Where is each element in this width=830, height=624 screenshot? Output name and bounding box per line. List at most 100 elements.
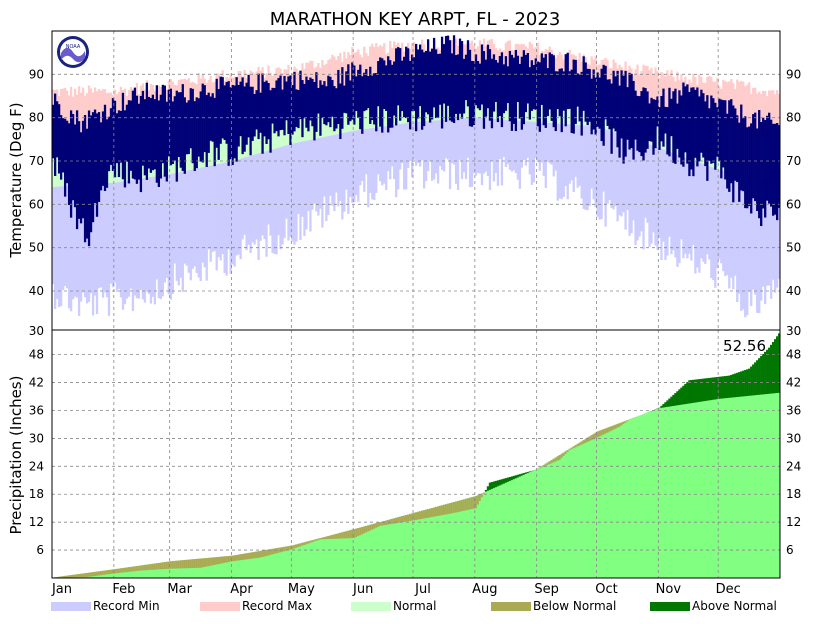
observed-temp-bar [734,108,736,180]
observed-temp-bar [513,58,515,124]
observed-temp-bar [443,44,445,103]
normal-precip-bar [722,398,724,578]
record-min-bar [668,152,670,237]
record-min-bar [527,121,529,157]
normal-precip-bar [776,393,778,578]
observed-temp-bar [349,81,351,122]
record-min-bar [237,159,239,254]
record-min-bar [204,167,206,267]
observed-temp-bar [100,122,102,190]
record-min-bar [257,153,259,260]
record-min-bar [359,130,361,185]
below-normal-bar [192,559,194,568]
observed-temp-bar [345,71,347,113]
below-normal-bar [425,510,427,519]
below-normal-bar [88,573,90,577]
observed-temp-bar [222,77,224,138]
record-min-bar [487,119,489,177]
record-min-bar [279,147,281,249]
below-normal-bar [166,562,168,569]
below-normal-bar [64,576,66,578]
observed-temp-bar [481,44,483,104]
below-normal-bar [622,422,624,424]
observed-temp-bar [591,79,593,135]
below-normal-bar [94,572,96,576]
record-min-bar [363,129,365,192]
above-normal-bar [672,395,674,406]
observed-temp-bar [477,61,479,108]
record-min-bar [150,177,152,303]
observed-temp-bar [138,104,140,180]
below-normal-bar [136,566,138,571]
below-normal-bar [591,435,593,440]
record-min-bar [467,118,469,158]
precip-tick-label-left: 30 [29,431,44,445]
record-min-bar [206,166,208,280]
below-normal-bar [423,510,425,518]
above-normal-bar [531,471,533,472]
below-normal-bar [307,541,309,543]
observed-temp-bar [255,90,257,129]
above-normal-bar [704,378,706,401]
below-normal-bar [305,542,307,545]
record-min-bar [188,170,190,273]
observed-temp-bar [98,112,100,202]
record-min-bar [587,126,589,210]
observed-temp-bar [391,65,393,128]
observed-temp-bar [60,115,62,179]
below-normal-bar [253,552,255,558]
normal-precip-bar [485,492,487,578]
below-normal-bar [120,568,122,572]
observed-temp-bar [495,60,497,102]
below-normal-bar [363,526,365,533]
observed-temp-bar [748,127,750,207]
above-normal-bar [501,479,503,484]
below-normal-bar [559,455,561,460]
observed-temp-bar [561,68,563,132]
below-normal-bar [301,543,303,546]
below-normal-bar [210,558,212,566]
observed-temp-bar [120,111,122,163]
observed-temp-bar [567,53,569,109]
below-normal-bar [96,572,98,576]
record-min-bar [513,120,515,170]
normal-precip-bar [431,508,433,578]
observed-temp-bar [652,99,654,155]
observed-temp-bar [768,113,770,204]
below-normal-bar [257,551,259,558]
normal-precip-bar [688,404,690,578]
record-min-bar [239,159,241,260]
above-normal-bar [728,376,730,398]
normal-precip-bar [728,398,730,578]
above-normal-bar [515,475,517,478]
normal-precip-bar [746,396,748,578]
below-normal-bar [118,569,120,573]
record-min-bar [64,186,66,286]
observed-temp-bar [431,49,433,120]
below-normal-bar [184,560,186,568]
record-min-bar [551,123,553,165]
below-normal-bar [602,429,604,434]
record-min-bar [593,126,595,199]
above-normal-bar [660,406,662,408]
observed-temp-bar [347,64,349,124]
observed-temp-bar [650,98,652,142]
observed-temp-bar [405,47,407,118]
below-normal-bar [110,570,112,574]
normal-precip-bar [441,505,443,578]
observed-temp-bar [335,88,337,128]
observed-temp-bar [64,119,66,197]
above-normal-bar [692,380,694,403]
record-min-bar [373,128,375,200]
observed-temp-bar [539,62,541,132]
normal-precip-bar [427,509,429,578]
record-min-bar [630,138,632,233]
observed-temp-bar [764,120,766,217]
record-min-bar [523,121,525,160]
observed-temp-bar [134,88,136,180]
below-normal-bar [251,552,253,558]
observed-temp-bar [361,76,363,134]
record-min-bar [563,124,565,197]
above-normal-bar [686,382,688,404]
observed-temp-bar [154,99,156,169]
